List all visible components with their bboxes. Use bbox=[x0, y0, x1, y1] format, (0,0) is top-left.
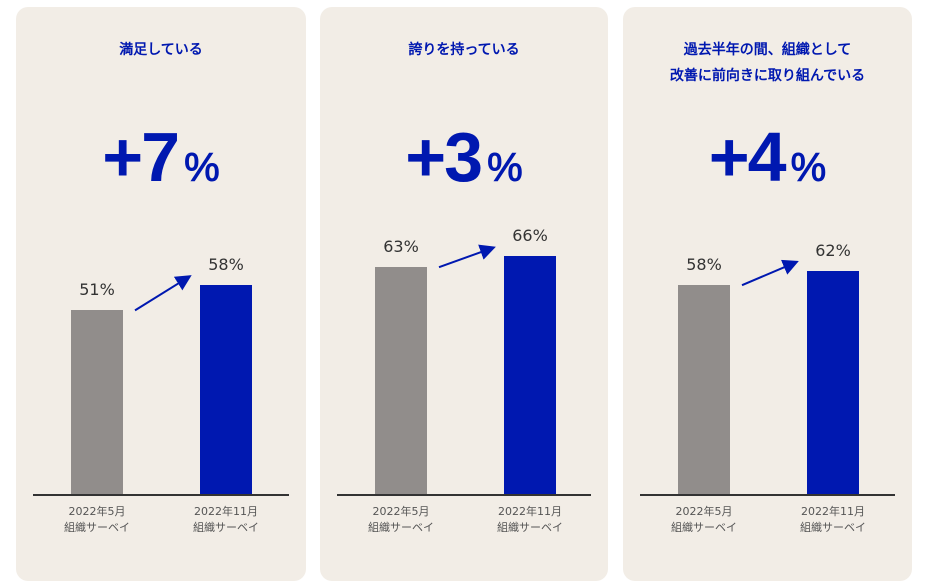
x-tick-line: 組織サーベイ bbox=[800, 521, 866, 534]
title-line: 過去半年の間、組織として bbox=[683, 42, 852, 58]
x-axis-baseline bbox=[337, 494, 591, 496]
chart-title: 満足している bbox=[16, 37, 306, 63]
delta-unit: % bbox=[487, 146, 524, 191]
x-tick-line: 2022年11月 bbox=[498, 505, 562, 518]
data-label: 62% bbox=[815, 240, 851, 260]
x-tick-line: 2022年11月 bbox=[801, 505, 865, 518]
trend-arrow bbox=[741, 259, 799, 287]
chart-title: 誇りを持っている bbox=[320, 37, 608, 63]
trend-arrow bbox=[438, 244, 496, 269]
trend-arrow bbox=[134, 275, 192, 312]
data-label: 58% bbox=[686, 255, 722, 275]
x-tick-label: 2022年5月 組織サーベイ bbox=[644, 504, 764, 536]
x-axis-baseline bbox=[640, 494, 895, 496]
x-tick-label: 2022年11月 組織サーベイ bbox=[166, 504, 286, 536]
title-line: 満足している bbox=[119, 42, 203, 58]
data-label: 51% bbox=[79, 280, 115, 300]
delta-value: +4% bbox=[623, 117, 912, 197]
x-tick-line: 2022年5月 bbox=[372, 505, 430, 518]
delta-number: +4 bbox=[708, 118, 787, 196]
x-tick-line: 2022年5月 bbox=[68, 505, 126, 518]
delta-unit: % bbox=[790, 146, 827, 191]
x-tick-line: 組織サーベイ bbox=[193, 521, 259, 534]
x-tick-line: 組織サーベイ bbox=[64, 521, 130, 534]
title-line: 改善に前向きに取り組んでいる bbox=[669, 68, 866, 84]
chart-card: 満足している +7% 51% 2022年5月 組織サーベイ 58% 2022年11… bbox=[16, 7, 306, 581]
data-label: 63% bbox=[383, 237, 419, 257]
x-tick-line: 組織サーベイ bbox=[368, 521, 434, 534]
delta-number: +3 bbox=[405, 118, 483, 196]
bar-before bbox=[678, 285, 730, 494]
x-tick-line: 組織サーベイ bbox=[497, 521, 563, 534]
delta-value: +3% bbox=[320, 117, 608, 197]
delta-unit: % bbox=[184, 146, 221, 191]
title-line: 誇りを持っている bbox=[408, 42, 520, 58]
x-tick-line: 2022年11月 bbox=[194, 505, 258, 518]
delta-value: +7% bbox=[16, 117, 306, 197]
bar-after bbox=[807, 270, 859, 494]
x-tick-label: 2022年5月 組織サーベイ bbox=[341, 504, 461, 536]
x-tick-label: 2022年11月 組織サーベイ bbox=[773, 504, 893, 536]
bar-before bbox=[71, 310, 123, 494]
x-tick-line: 2022年5月 bbox=[675, 505, 733, 518]
chart-card: 誇りを持っている +3% 63% 2022年5月 組織サーベイ 66% 2022年… bbox=[320, 7, 608, 581]
x-tick-label: 2022年5月 組織サーベイ bbox=[37, 504, 157, 536]
data-label: 58% bbox=[208, 255, 244, 275]
bar-after bbox=[200, 285, 252, 494]
x-tick-label: 2022年11月 組織サーベイ bbox=[470, 504, 590, 536]
x-tick-line: 組織サーベイ bbox=[671, 521, 737, 534]
x-axis-baseline bbox=[33, 494, 289, 496]
chart-title: 過去半年の間、組織として 改善に前向きに取り組んでいる bbox=[623, 37, 912, 89]
delta-number: +7 bbox=[102, 118, 180, 196]
data-label: 66% bbox=[512, 226, 548, 246]
chart-card: 過去半年の間、組織として 改善に前向きに取り組んでいる +4% 58% 2022年… bbox=[623, 7, 912, 581]
bar-before bbox=[375, 267, 427, 494]
bar-after bbox=[504, 256, 556, 494]
